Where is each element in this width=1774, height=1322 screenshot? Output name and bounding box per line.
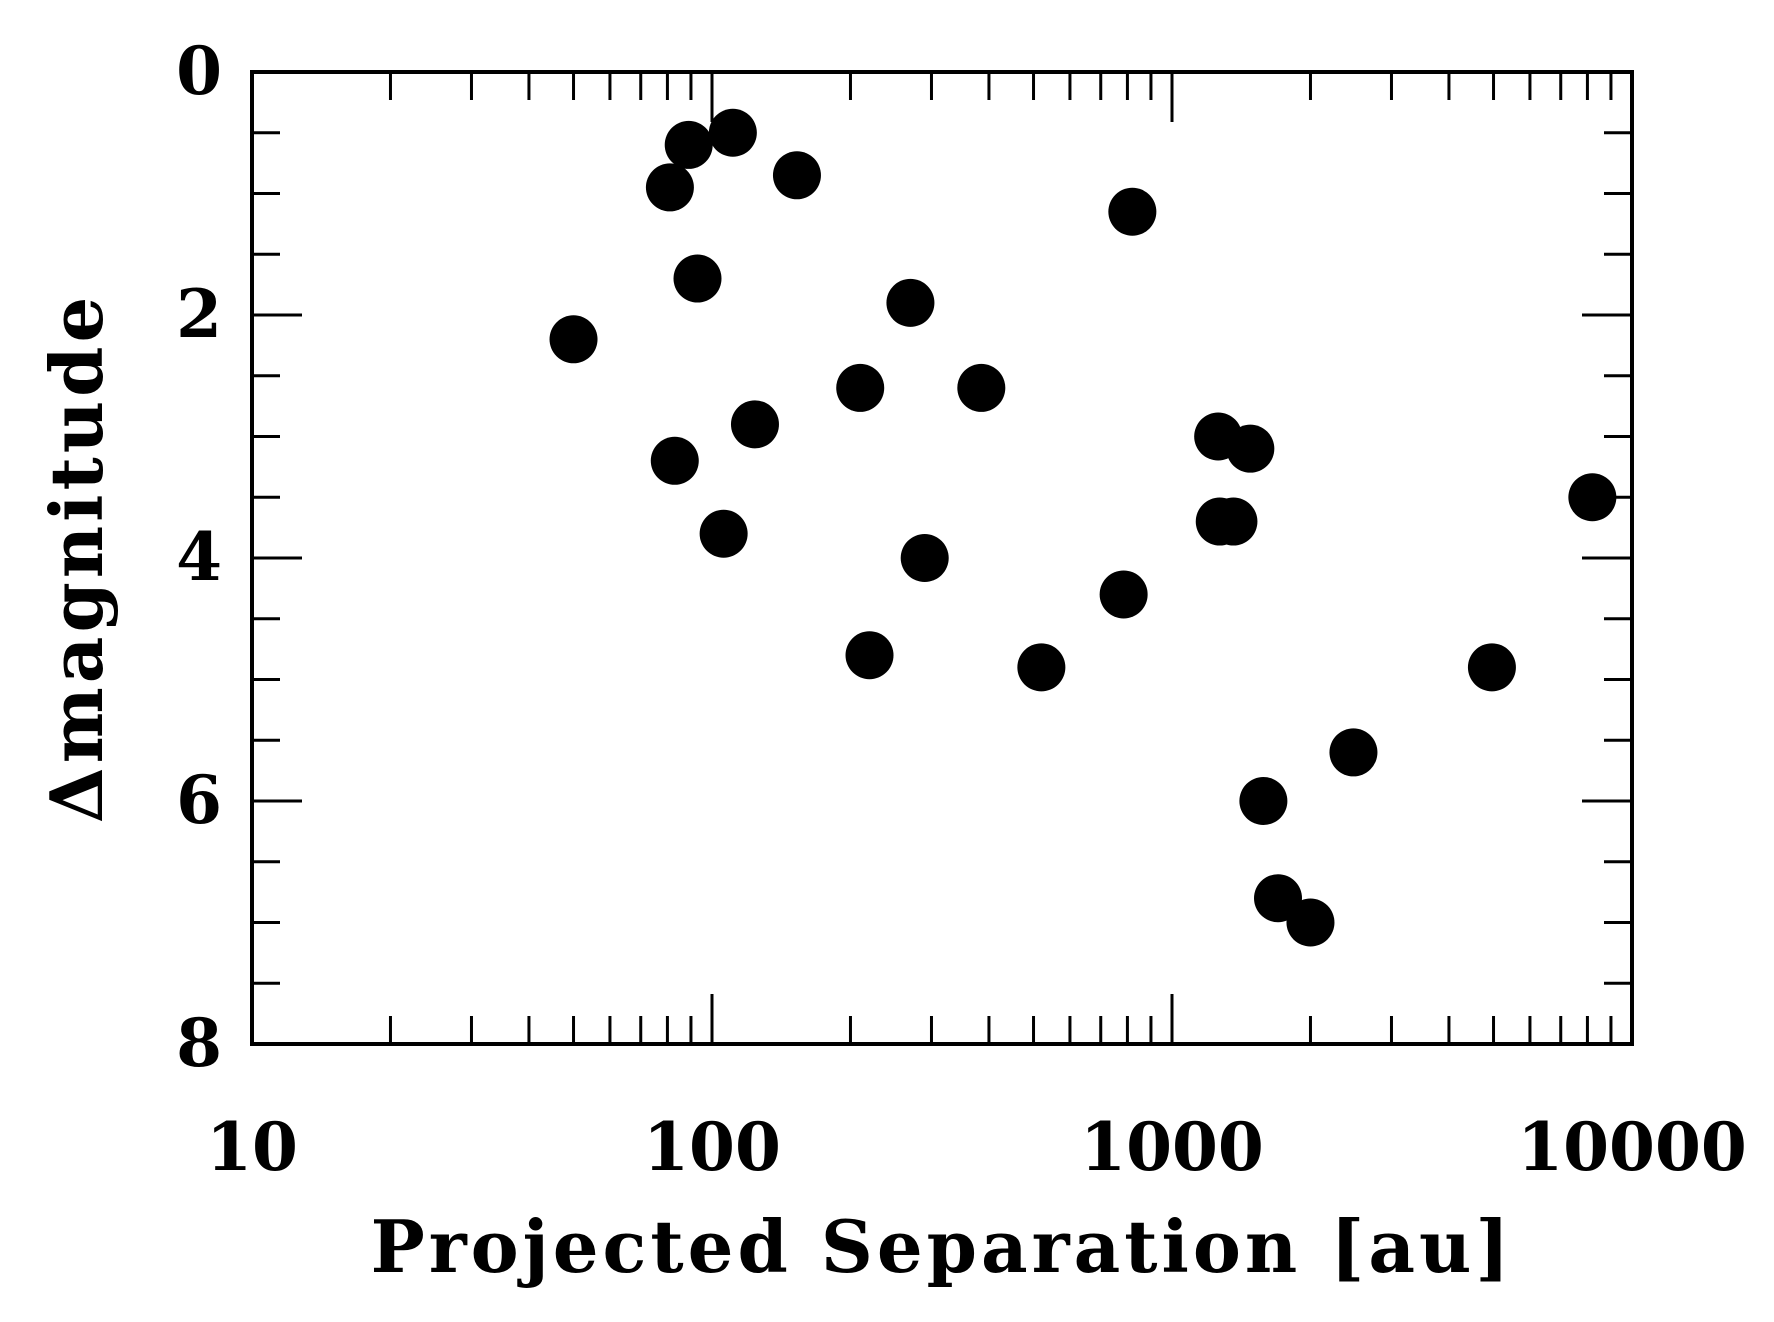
data-point [1209,497,1258,546]
y-tick-label: 8 [176,1004,222,1082]
x-tick-label: 1000 [1080,1108,1264,1186]
data-point [886,278,935,327]
data-point [1017,643,1066,692]
data-point [1467,643,1516,692]
axis-ticks [250,70,1634,1046]
data-point [1099,570,1148,619]
data-point [772,151,821,200]
x-tick-label: 10000 [1517,1108,1747,1186]
data-point [957,363,1006,412]
x-tick-label: 100 [643,1108,781,1186]
y-tick-label: 4 [176,518,222,596]
data-point [836,363,885,412]
data-point [730,400,779,449]
y-tick-label: 0 [176,32,222,110]
data-point [673,254,722,303]
data-point [708,108,757,157]
data-point [1108,187,1157,236]
data-point [645,163,694,212]
x-tick-label: 10 [206,1108,298,1186]
data-point [664,120,713,169]
data-point [900,534,949,582]
data-point [1568,473,1617,522]
data-point [845,631,894,680]
data-point [1226,424,1275,473]
data-point [1286,898,1335,947]
y-tick-label: 6 [176,761,222,839]
data-point [1239,777,1288,825]
y-axis-title: Δmagnitude [34,293,119,824]
data-point [549,315,598,364]
y-tick-label: 2 [176,275,222,353]
axis-tick-labels: 10 100 1000 10000 0 2 4 6 8 [176,32,1747,1186]
data-point [699,509,748,558]
data-point [650,436,699,485]
x-axis-title: Projected Separation [au] [371,1204,1514,1289]
data-points [549,108,1617,947]
data-point [1329,728,1378,777]
